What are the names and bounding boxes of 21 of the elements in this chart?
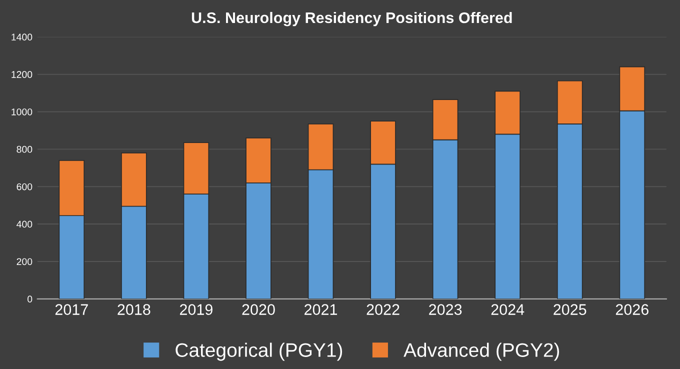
x-tick-label: 2026 <box>616 304 648 315</box>
x-tick-label: 2019 <box>180 304 212 315</box>
x-tick-label: 2017 <box>55 304 88 315</box>
x-tick-label: 2020 <box>242 304 275 315</box>
legend-label: Advanced (PGY2) <box>404 342 560 361</box>
chart-title: U.S. Neurology Residency Positions Offered <box>192 12 512 26</box>
y-tick-label: 600 <box>16 183 32 190</box>
x-tick-label: 2022 <box>366 304 400 315</box>
x-tick-label: 2018 <box>118 304 150 315</box>
x-tick-label: 2023 <box>429 304 462 315</box>
legend-label: Categorical (PGY1) <box>176 342 342 361</box>
y-tick-label: 1400 <box>12 34 32 41</box>
y-tick-label: 800 <box>16 146 32 153</box>
y-tick-label: 200 <box>16 258 32 266</box>
x-tick-label: 2021 <box>304 304 338 315</box>
y-tick-label: 1200 <box>12 71 32 78</box>
y-tick-label: 0 <box>28 296 32 303</box>
x-tick-label: 2025 <box>554 304 586 315</box>
x-tick-label: 2024 <box>491 304 524 315</box>
y-tick-label: 400 <box>16 220 32 228</box>
y-tick-label: 1000 <box>12 108 32 116</box>
